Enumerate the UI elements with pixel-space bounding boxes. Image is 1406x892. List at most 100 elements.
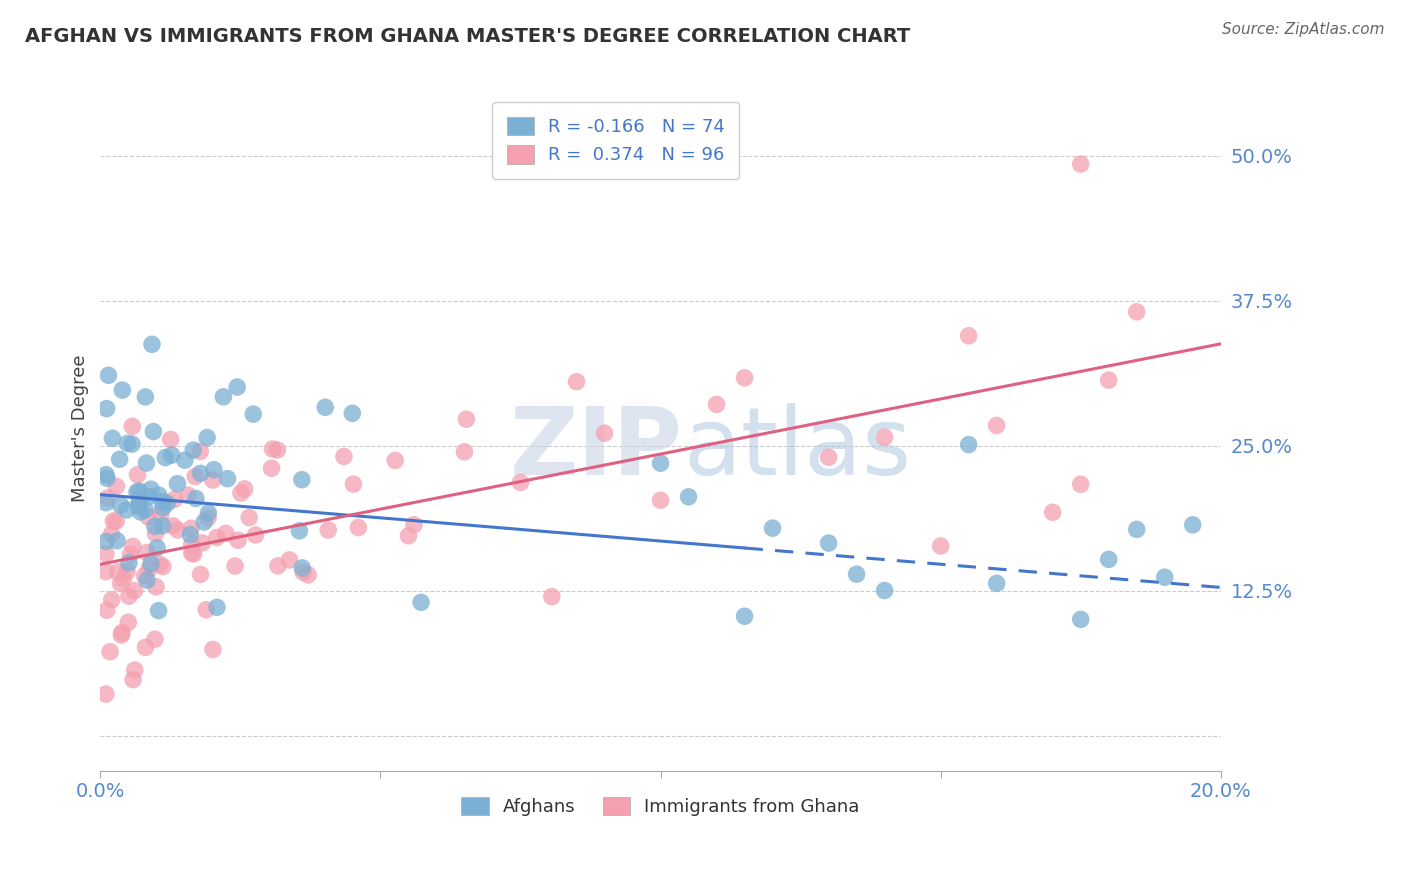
Point [120,547,142,561]
Point [94,467,117,482]
Point [128,500,150,514]
Point [117,615,139,630]
Point [94,687,117,701]
Point [929,539,952,553]
Point [179,527,201,541]
Point [190,567,212,582]
Point [242,407,264,421]
Point [115,503,138,517]
Point [97,491,120,505]
Point [297,567,319,582]
Point [117,436,139,450]
Point [190,467,212,481]
Point [181,443,204,458]
Point [817,536,839,550]
Point [217,472,239,486]
Point [111,625,134,640]
Text: ZIP: ZIP [510,403,683,495]
Point [195,603,218,617]
Point [124,583,146,598]
Point [183,547,205,561]
Point [152,559,174,574]
Point [1125,522,1147,536]
Point [398,529,420,543]
Point [136,573,159,587]
Point [233,482,256,496]
Point [122,540,145,554]
Point [565,375,588,389]
Point [128,498,150,512]
Point [734,371,756,385]
Point [107,565,129,579]
Point [134,568,156,582]
Point [159,433,181,447]
Point [409,595,432,609]
Point [118,556,141,570]
Point [278,553,301,567]
Text: atlas: atlas [683,403,911,495]
Point [145,526,167,541]
Point [1153,570,1175,584]
Y-axis label: Master's Degree: Master's Degree [72,355,89,502]
Point [156,496,179,510]
Point [267,558,290,573]
Point [97,368,120,383]
Point [105,479,128,493]
Point [101,431,124,445]
Point [333,450,356,464]
Point [957,328,980,343]
Point [262,442,284,456]
Point [1125,305,1147,319]
Point [174,453,197,467]
Point [201,642,224,657]
Point [224,559,246,574]
Point [195,431,218,445]
Point [540,590,562,604]
Point [1042,505,1064,519]
Point [986,576,1008,591]
Point [112,572,135,586]
Point [226,380,249,394]
Point [100,527,122,541]
Point [1070,477,1092,491]
Point [134,390,156,404]
Point [347,520,370,534]
Point [136,510,159,524]
Point [197,506,219,520]
Point [177,488,200,502]
Point [124,663,146,677]
Point [94,496,117,510]
Point [453,445,475,459]
Point [316,523,339,537]
Point [873,430,896,444]
Point [149,558,172,572]
Point [96,471,118,485]
Point [96,603,118,617]
Point [226,533,249,548]
Point [110,498,132,512]
Point [110,628,132,642]
Point [509,475,531,490]
Point [125,485,148,500]
Point [593,426,616,441]
Point [110,576,132,591]
Point [402,517,425,532]
Point [145,580,167,594]
Point [128,483,150,498]
Legend: Afghans, Immigrants from Ghana: Afghans, Immigrants from Ghana [454,789,868,823]
Point [212,390,235,404]
Point [135,545,157,559]
Point [180,538,202,552]
Point [1181,517,1204,532]
Point [128,492,150,507]
Point [314,401,336,415]
Point [94,565,117,579]
Point [155,450,177,465]
Point [291,473,314,487]
Point [152,494,174,508]
Point [650,456,672,470]
Point [152,518,174,533]
Point [201,473,224,487]
Point [127,467,149,482]
Point [94,547,117,561]
